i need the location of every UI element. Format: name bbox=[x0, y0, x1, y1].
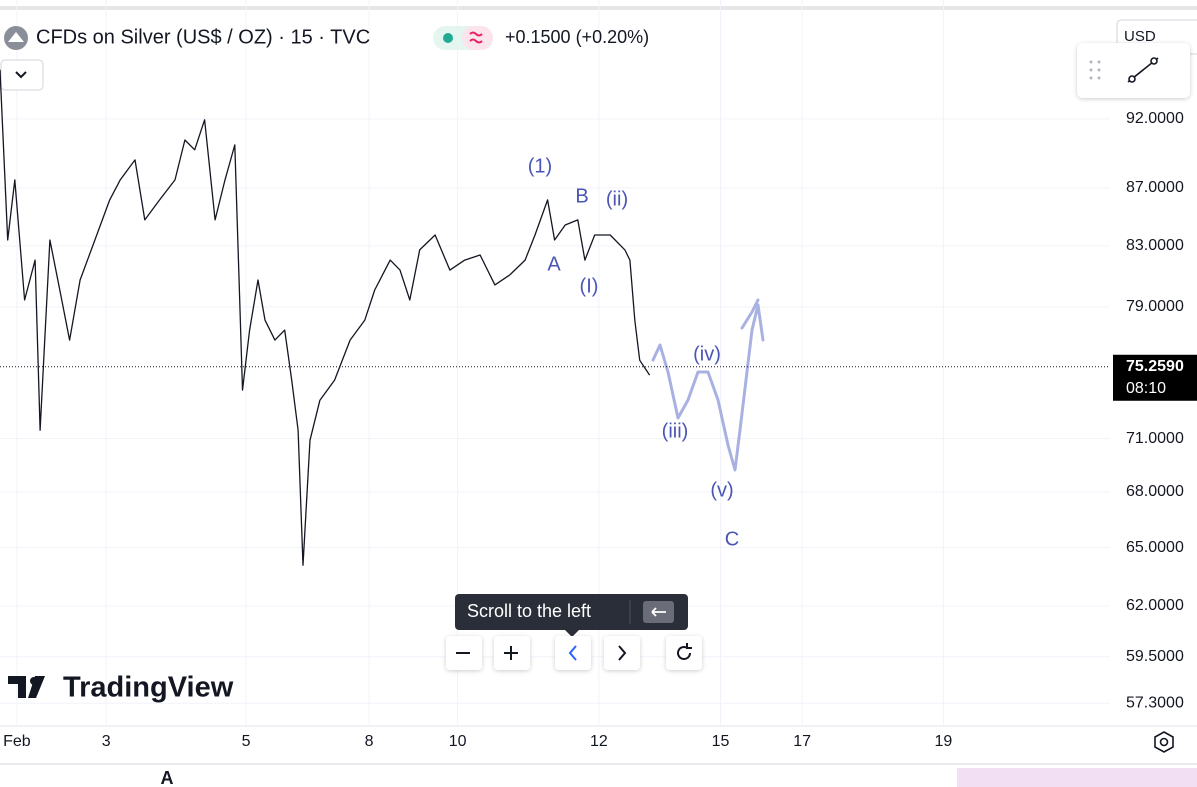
wave-label: (iii) bbox=[662, 420, 689, 442]
y-tick-label: 92.0000 bbox=[1126, 110, 1184, 127]
delayed-badge bbox=[462, 26, 493, 50]
scroll-left-button[interactable] bbox=[555, 636, 591, 670]
x-tick-label: 10 bbox=[449, 733, 467, 750]
y-tick-label: 71.0000 bbox=[1126, 430, 1184, 447]
reset-icon bbox=[677, 643, 692, 660]
grid bbox=[0, 0, 1110, 725]
last-price-label: 75.2590 bbox=[1126, 358, 1184, 375]
symbol-title: CFDs on Silver (US$ / OZ) · 15 · TVC bbox=[36, 26, 370, 48]
wave-label: A bbox=[547, 253, 561, 275]
plus-icon bbox=[504, 646, 518, 660]
delayed-icon bbox=[469, 31, 483, 44]
y-tick-label: 87.0000 bbox=[1126, 179, 1184, 196]
drag-handle bbox=[1089, 60, 1101, 80]
settings-button[interactable] bbox=[1154, 731, 1174, 753]
key-arrow bbox=[651, 607, 666, 617]
currency-label: USD bbox=[1124, 28, 1156, 45]
nav-buttons bbox=[446, 636, 702, 670]
wave-label: (iv) bbox=[693, 343, 721, 365]
drawing-toolbar bbox=[1077, 43, 1190, 98]
y-tick-label: 79.0000 bbox=[1126, 298, 1184, 315]
x-tick-label: 12 bbox=[590, 733, 608, 750]
wave-label: (v) bbox=[710, 479, 733, 501]
price-change: +0.1500 (+0.20%) bbox=[505, 27, 649, 47]
left-icon bbox=[568, 645, 577, 661]
y-tick-label: 83.0000 bbox=[1126, 237, 1184, 254]
countdown-label: 08:10 bbox=[1126, 380, 1166, 397]
scroll-right-button[interactable] bbox=[604, 636, 640, 670]
projection-drawing bbox=[651, 298, 765, 472]
x-tick-label: 8 bbox=[365, 733, 374, 750]
y-tick-label: 62.0000 bbox=[1126, 597, 1184, 614]
right-icon bbox=[618, 645, 627, 661]
logo-text: TradingView bbox=[63, 672, 234, 704]
x-tick-label: 5 bbox=[242, 733, 251, 750]
y-tick-label: 68.0000 bbox=[1126, 483, 1184, 500]
reset-button[interactable] bbox=[666, 636, 702, 670]
x-tick-label: 3 bbox=[102, 733, 111, 750]
price-line bbox=[0, 69, 651, 566]
x-tick-label: 19 bbox=[934, 733, 952, 750]
x-tick-label: 15 bbox=[712, 733, 730, 750]
tooltip-pointer bbox=[565, 630, 579, 637]
y-tick-label: 65.0000 bbox=[1126, 539, 1184, 556]
market-open-dot bbox=[443, 33, 453, 43]
wave-label: B bbox=[575, 185, 588, 207]
chevron-icon bbox=[15, 71, 27, 79]
trend-line-tool[interactable] bbox=[1127, 57, 1159, 83]
footer-panel bbox=[957, 768, 1197, 787]
footer-label: A bbox=[161, 768, 174, 787]
y-tick-label: 59.5000 bbox=[1126, 648, 1184, 665]
x-tick-label: 17 bbox=[793, 733, 811, 750]
x-tick-label: Feb bbox=[3, 733, 31, 750]
tooltip-text: Scroll to the left bbox=[467, 601, 591, 621]
wave-label: (1) bbox=[528, 155, 552, 177]
wave-label: (I) bbox=[580, 275, 599, 297]
y-tick-label: 57.3000 bbox=[1126, 694, 1184, 711]
logo-dot bbox=[30, 677, 38, 685]
last-price-box bbox=[1113, 354, 1197, 401]
symbol-icon-glyph bbox=[8, 32, 24, 42]
wave-label: (ii) bbox=[606, 188, 628, 210]
wave-label: C bbox=[725, 528, 739, 550]
wave-labels: (1) B (ii) A (I) (iv) (iii) (v) C bbox=[528, 155, 739, 550]
